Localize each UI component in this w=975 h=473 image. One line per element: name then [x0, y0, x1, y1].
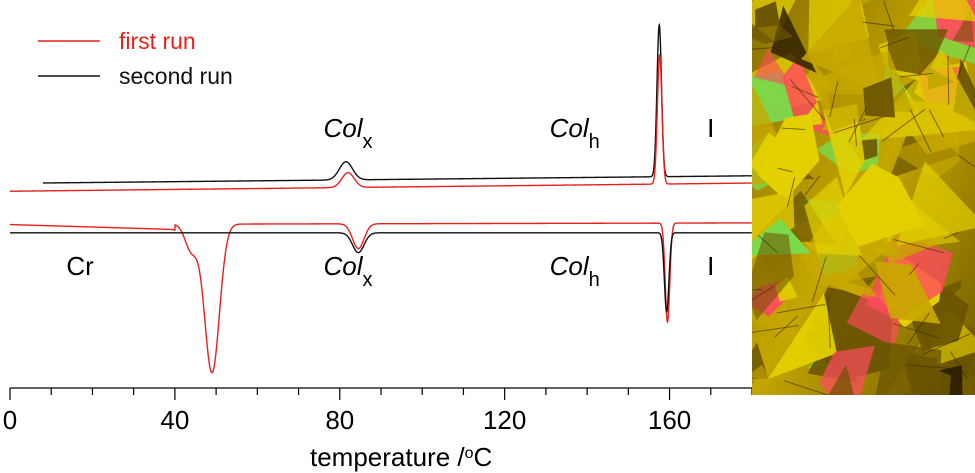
x-tick-label: 0 — [3, 405, 17, 435]
micrograph-domain — [890, 128, 960, 180]
micrograph-boundary — [752, 45, 798, 50]
micrograph-boundary — [882, 108, 926, 142]
micrograph-boundary — [883, 0, 895, 32]
micrograph-boundary — [777, 167, 793, 173]
x-axis-title-main: temperature / — [310, 442, 465, 472]
x-axis-title-unit: C — [474, 442, 493, 472]
micrograph-boundary — [956, 44, 971, 80]
phase-label-heating-0: Colx — [323, 113, 372, 153]
micrograph-boundary — [776, 304, 826, 314]
phase-label-cooling-0: Cr — [66, 251, 94, 281]
micrograph-domain — [752, 132, 818, 199]
micrograph-domain — [755, 1, 781, 28]
micrograph-domain — [836, 163, 925, 247]
legend-label-second-run: second run — [119, 63, 233, 89]
micrograph-image — [752, 0, 975, 395]
legend: first run second run — [38, 28, 233, 89]
plot-area — [9, 22, 752, 374]
x-axis-title-superscript: o — [465, 445, 474, 462]
phase-label-subscript: x — [363, 269, 373, 291]
x-tick-label: 80 — [325, 405, 354, 435]
micrograph-boundary — [829, 81, 839, 118]
phase-labels: Colx Colh ICr Colx Colh I — [66, 113, 714, 291]
micrograph-boundary — [906, 364, 956, 370]
x-tick-label: 120 — [483, 405, 526, 435]
phase-label-subscript: h — [589, 131, 600, 153]
micrograph-domain — [896, 161, 975, 246]
micrograph-boundary — [752, 285, 776, 301]
micrograph-domain — [875, 261, 941, 324]
micrograph-boundary — [922, 333, 971, 355]
micrograph-domain — [907, 359, 951, 395]
micrograph-boundary — [783, 380, 829, 395]
micrograph-boundary — [774, 315, 799, 338]
micrograph-boundary — [950, 351, 968, 380]
micrograph-boundary — [752, 381, 754, 384]
phase-label-cooling-3: I — [707, 251, 714, 281]
micrograph-domain — [828, 364, 855, 395]
micrograph-domain — [804, 176, 862, 257]
micrograph-boundary — [893, 238, 944, 254]
micrograph-boundary — [789, 78, 825, 121]
micrograph-boundary — [853, 119, 858, 146]
micrograph-boundary — [858, 254, 896, 296]
micrograph-boundary — [781, 127, 806, 130]
micrograph-boundary — [957, 154, 975, 168]
x-axis-title: temperature /oC — [310, 442, 492, 472]
micrograph-domain — [752, 364, 771, 382]
micrograph-boundary — [908, 262, 920, 276]
x-tick-label: 160 — [648, 405, 691, 435]
x-tick-label: 40 — [160, 405, 189, 435]
series-first-run-heating — [10, 53, 752, 192]
micrograph-domain — [945, 280, 962, 300]
micrograph-boundary — [893, 323, 942, 340]
phase-label-heating-1: Colh — [550, 113, 600, 153]
phase-label-cooling-1: Colx — [323, 251, 372, 291]
micrograph-boundary — [943, 232, 959, 239]
micrograph-boundary — [811, 256, 827, 303]
x-axis: 0 40 80 120 160 — [3, 387, 753, 435]
phase-label-base: Col — [323, 113, 363, 143]
micrograph-boundary — [791, 85, 819, 99]
phase-label-base: I — [707, 251, 714, 281]
micrograph-domain — [877, 243, 901, 258]
micrograph-boundary — [880, 36, 910, 49]
phase-label-heating-2: I — [707, 113, 714, 143]
micrograph-boundary — [862, 21, 895, 27]
micrograph-boundary — [786, 177, 796, 208]
phase-label-base: Col — [550, 251, 590, 281]
micrograph-domain — [860, 50, 975, 141]
micrograph-domain — [752, 23, 793, 45]
micrograph-domain — [752, 232, 794, 321]
micrograph-domain — [753, 48, 792, 87]
micrograph-boundary — [909, 109, 932, 153]
micrograph-boundary — [947, 55, 950, 106]
phase-label-base: Cr — [66, 251, 94, 281]
phase-label-base: I — [707, 113, 714, 143]
micrograph-domain — [826, 264, 878, 298]
series-first-run-cooling — [9, 222, 752, 374]
micrograph-boundary — [758, 235, 778, 253]
phase-label-cooling-2: Colh — [550, 251, 600, 291]
phase-label-base: Col — [323, 251, 363, 281]
micrograph-domain — [863, 77, 896, 118]
micrograph-domain — [849, 0, 871, 9]
micrograph-domain — [909, 0, 975, 22]
micrograph-boundary — [827, 296, 831, 349]
phase-label-subscript: h — [589, 269, 600, 291]
phase-label-subscript: x — [363, 131, 373, 153]
micrograph-boundary — [907, 312, 930, 345]
micrograph-boundary — [804, 175, 820, 196]
legend-label-first-run: first run — [119, 28, 196, 54]
micrograph-boundary — [900, 72, 933, 78]
micrograph-domain — [767, 293, 837, 379]
series-second-run-heating — [42, 22, 752, 184]
micrograph-boundary — [752, 324, 799, 333]
phase-label-base: Col — [550, 113, 590, 143]
series-second-run-cooling — [10, 232, 752, 314]
micrograph-boundary — [928, 109, 945, 138]
micrograph-boundary — [833, 115, 885, 134]
